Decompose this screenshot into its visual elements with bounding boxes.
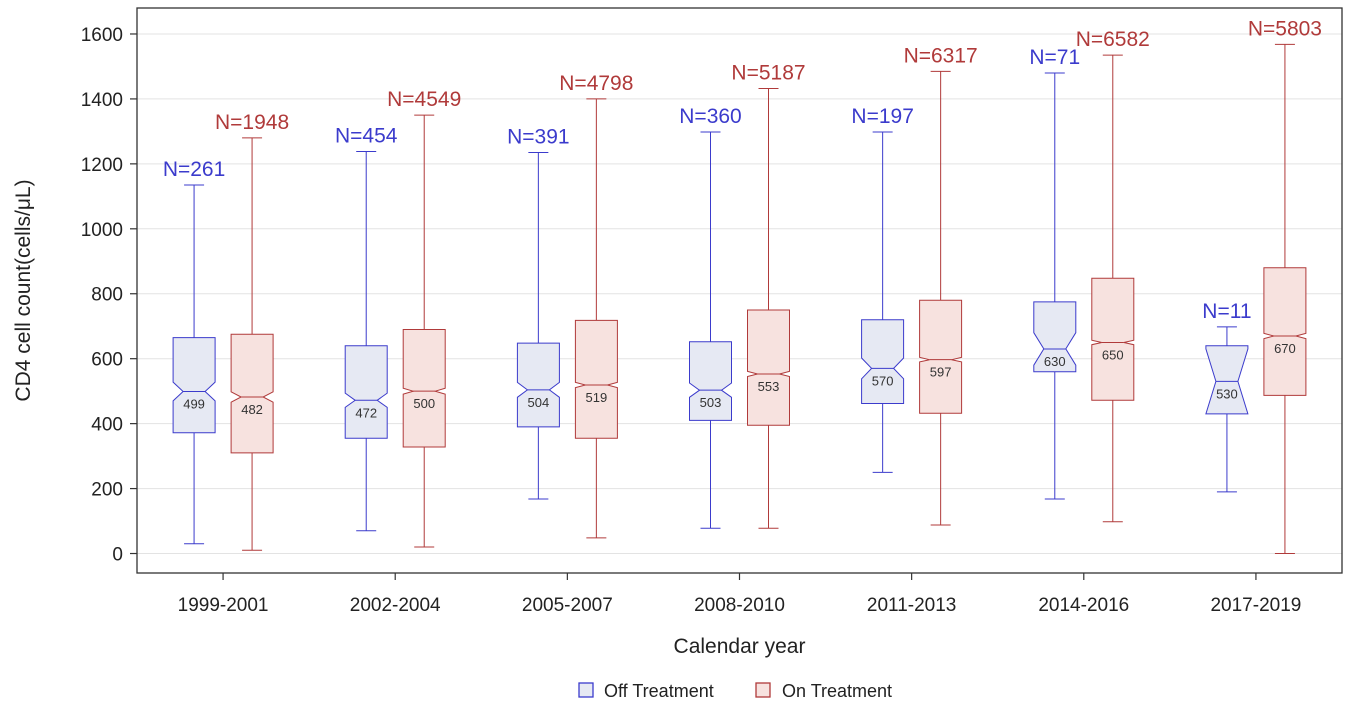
legend-swatch-on-treatment xyxy=(755,682,771,698)
y-tick-label: 800 xyxy=(91,285,123,306)
boxplot: 472 N=454 xyxy=(335,125,398,532)
x-tick-label: 2017-2019 xyxy=(1210,595,1301,616)
median-label: 504 xyxy=(528,395,550,410)
notched-box xyxy=(1091,277,1135,401)
notched-box xyxy=(574,319,618,439)
sample-size-label: N=4798 xyxy=(559,72,633,95)
boxplot: 530 N=11 xyxy=(1202,300,1252,493)
boxplot: 519 N=4798 xyxy=(559,72,633,539)
sample-size-label: N=1948 xyxy=(215,111,289,134)
notched-box xyxy=(344,345,388,439)
legend-label-on-treatment: On Treatment xyxy=(782,681,892,701)
notched-box xyxy=(230,333,274,454)
median-label: 499 xyxy=(183,396,205,411)
median-label: 553 xyxy=(758,379,780,394)
sample-size-label: N=261 xyxy=(163,158,225,181)
y-tick-label: 1000 xyxy=(81,220,123,241)
y-tick-label: 1600 xyxy=(81,25,123,46)
y-tick-label: 0 xyxy=(112,545,123,566)
x-axis-title: Calendar year xyxy=(674,635,806,658)
boxplot: 504 N=391 xyxy=(507,125,570,500)
sample-size-label: N=391 xyxy=(507,125,569,148)
y-tick-label: 1200 xyxy=(81,155,123,176)
median-label: 519 xyxy=(586,390,608,405)
x-tick-label: 2011-2013 xyxy=(867,595,956,616)
median-label: 482 xyxy=(241,402,263,417)
notched-box xyxy=(747,309,790,426)
legend-label-off-treatment: Off Treatment xyxy=(604,681,714,701)
y-tick-label: 200 xyxy=(91,480,123,501)
boxplot: 570 N=197 xyxy=(851,105,914,473)
y-axis: 0 200 400 600 800 1000 1200 1400 1600 xyxy=(81,25,137,566)
gridlines xyxy=(137,33,1342,555)
boxplots: 499 N=261 472 N=454 504 N=391 503 N=360 570 N=197… xyxy=(163,17,1322,555)
notched-box xyxy=(516,342,560,428)
y-axis-title: CD4 cell count(cells/μL) xyxy=(12,179,35,401)
median-label: 503 xyxy=(700,395,722,410)
sample-size-label: N=4549 xyxy=(387,88,461,111)
notched-box xyxy=(1033,301,1077,373)
sample-size-label: N=6582 xyxy=(1076,28,1150,51)
legend: Off Treatment On Treatment xyxy=(578,681,892,701)
legend-swatch-off-treatment xyxy=(578,682,594,698)
sample-size-label: N=197 xyxy=(851,105,913,128)
sample-size-label: N=5187 xyxy=(731,62,805,85)
sample-size-label: N=71 xyxy=(1029,46,1080,69)
x-tick-label: 1999-2001 xyxy=(178,595,269,616)
boxplot: 670 N=5803 xyxy=(1248,17,1322,555)
median-label: 597 xyxy=(930,365,952,380)
boxplot: 650 N=6582 xyxy=(1076,28,1150,523)
sample-size-label: N=11 xyxy=(1202,300,1251,323)
notched-box xyxy=(919,299,963,414)
x-tick-label: 2005-2007 xyxy=(522,595,613,616)
median-label: 670 xyxy=(1274,341,1296,356)
median-label: 472 xyxy=(355,405,377,420)
y-tick-label: 600 xyxy=(91,350,123,371)
median-label: 650 xyxy=(1102,347,1124,362)
boxplot: 597 N=6317 xyxy=(904,44,978,526)
x-axis: 1999-2001 2002-2004 2005-2007 2008-2010 2011… xyxy=(178,573,1301,616)
median-label: 530 xyxy=(1216,386,1238,401)
x-tick-label: 2014-2016 xyxy=(1038,595,1129,616)
notched-box xyxy=(1263,267,1307,396)
median-label: 570 xyxy=(872,373,894,388)
sample-size-label: N=454 xyxy=(335,125,398,148)
y-tick-label: 400 xyxy=(91,415,123,436)
boxplot: 500 N=4549 xyxy=(387,88,461,548)
boxplot: 503 N=360 xyxy=(679,105,742,529)
median-label: 630 xyxy=(1044,354,1066,369)
notched-box xyxy=(1205,345,1249,415)
y-tick-label: 1400 xyxy=(81,90,123,111)
x-tick-label: 2002-2004 xyxy=(350,595,441,616)
boxplot: 630 N=71 xyxy=(1029,46,1080,500)
sample-size-label: N=5803 xyxy=(1248,17,1322,40)
notched-box xyxy=(861,319,905,404)
boxplot: 553 N=5187 xyxy=(731,62,806,529)
notched-box xyxy=(689,341,732,421)
notched-box xyxy=(172,337,216,434)
sample-size-label: N=360 xyxy=(679,105,741,128)
median-label: 500 xyxy=(413,396,435,411)
notched-box xyxy=(402,329,446,448)
boxplot: 482 N=1948 xyxy=(215,111,289,551)
boxplot: 499 N=261 xyxy=(163,158,225,545)
sample-size-label: N=6317 xyxy=(904,44,978,67)
x-tick-label: 2008-2010 xyxy=(694,595,785,616)
